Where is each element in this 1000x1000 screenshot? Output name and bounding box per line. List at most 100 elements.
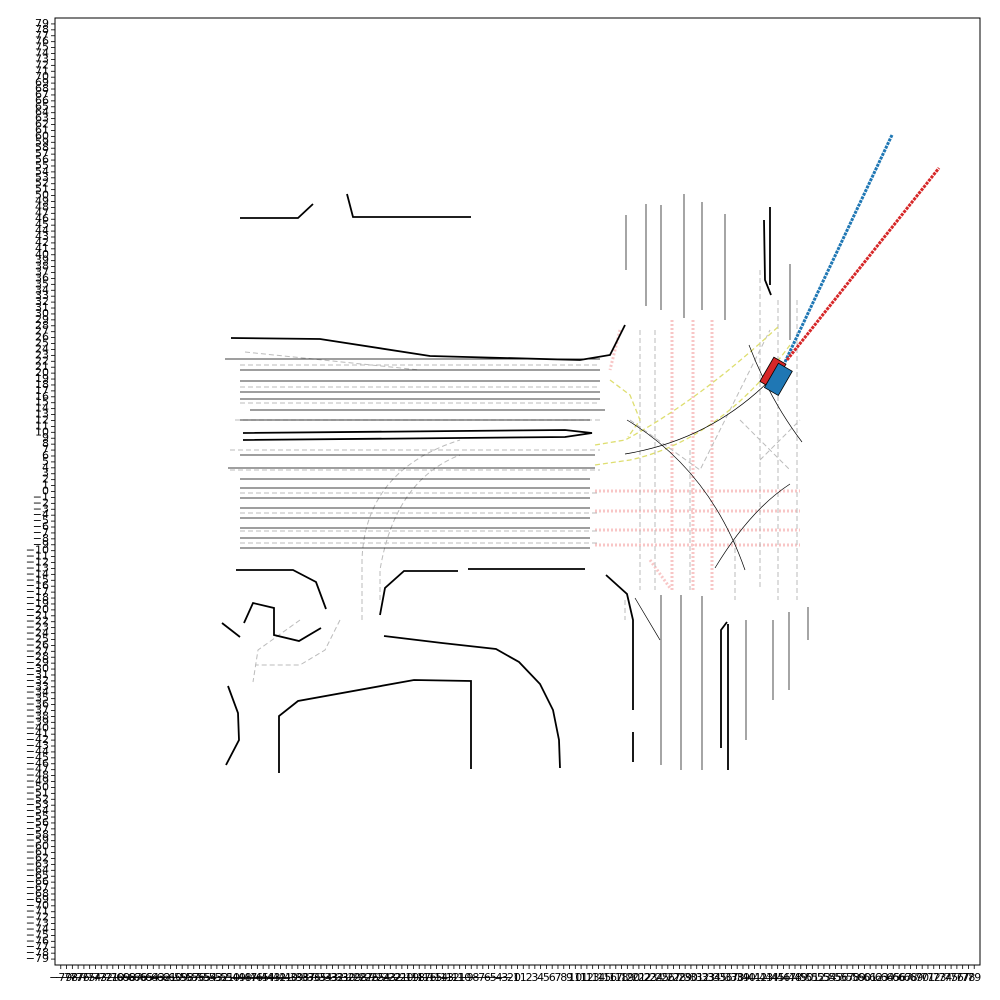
x-tick-label: 36 (719, 971, 733, 984)
x-tick-label: 43 (759, 971, 773, 984)
y-tick-label: −76 (26, 934, 49, 947)
x-tick-label: 79 (967, 971, 981, 984)
x-tick-label: −4 (486, 971, 502, 984)
y-tick-label: −52 (26, 792, 49, 805)
y-tick-label: −41 (26, 727, 49, 740)
y-tick-label: −25 (26, 632, 49, 645)
y-tick-label: 28 (35, 319, 49, 332)
x-tick-label: 44 (765, 971, 779, 984)
y-tick-label: 39 (35, 254, 49, 267)
y-tick-label: −67 (26, 881, 49, 894)
y-tick-label: 32 (35, 295, 49, 308)
x-tick-label: 47 (782, 971, 796, 984)
y-tick-label: 63 (35, 112, 49, 125)
x-tick-label: −47 (234, 971, 257, 984)
y-tick-label: 53 (35, 171, 49, 184)
x-tick-label: −77 (61, 971, 84, 984)
y-tick-label: −65 (26, 869, 49, 882)
x-tick-label: −53 (199, 971, 222, 984)
x-tick-label: 56 (834, 971, 848, 984)
y-tick-label: −31 (26, 668, 49, 681)
x-tick-label: 65 (886, 971, 900, 984)
y-tick-label: −1 (33, 490, 49, 503)
y-tick-label: −23 (26, 621, 49, 634)
x-tick-label: 14 (591, 971, 605, 984)
y-tick-label: 5 (42, 455, 49, 468)
y-tick-label: −69 (26, 893, 49, 906)
x-tick-label: −75 (72, 971, 95, 984)
x-tick-label: 9 (566, 971, 573, 984)
x-tick-label: 66 (892, 971, 906, 984)
x-tick-label: 16 (603, 971, 617, 984)
y-tick-label: −15 (26, 573, 49, 586)
x-tick-label: 40 (742, 971, 756, 984)
y-tick-label: 19 (35, 372, 49, 385)
y-tick-label: −36 (26, 698, 49, 711)
x-tick-label: −45 (246, 971, 269, 984)
x-tick-label: 21 (632, 971, 646, 984)
x-tick-label: 23 (643, 971, 657, 984)
y-tick-label: −63 (26, 857, 49, 870)
x-tick-label: 74 (938, 971, 952, 984)
x-tick-label: 2 (526, 971, 533, 984)
x-tick-label: −55 (188, 971, 211, 984)
y-tick-label: −37 (26, 703, 49, 716)
y-tick-label: −64 (26, 863, 49, 876)
y-tick-label: −61 (26, 846, 49, 859)
y-tick-label: 6 (42, 449, 49, 462)
x-tick-label: −73 (84, 971, 107, 984)
x-tick-label: 75 (944, 971, 958, 984)
y-tick-label: −60 (26, 840, 49, 853)
y-tick-label: 69 (35, 76, 49, 89)
x-tick-label: −43 (257, 971, 280, 984)
x-tick-label: 59 (852, 971, 866, 984)
x-tick-label: 11 (574, 971, 588, 984)
y-tick-label: −39 (26, 715, 49, 728)
x-tick-label: −59 (165, 971, 188, 984)
y-tick-label: 60 (35, 129, 49, 142)
y-tick-label: −51 (26, 786, 49, 799)
y-tick-label: 40 (35, 248, 49, 261)
y-tick-label: −2 (33, 496, 49, 509)
x-tick-label: −22 (379, 971, 402, 984)
x-tick-label: 25 (655, 971, 669, 984)
x-tick-label: −39 (280, 971, 303, 984)
y-tick-label: 61 (35, 123, 49, 136)
y-tick-label: −19 (26, 597, 49, 610)
x-tick-label: 13 (586, 971, 600, 984)
y-tick-label: −43 (26, 739, 49, 752)
x-tick-label: 71 (921, 971, 935, 984)
x-tick-label: 20 (626, 971, 640, 984)
x-tick-label: 72 (927, 971, 941, 984)
y-tick-label: 73 (35, 52, 49, 65)
y-tick-label: −21 (26, 609, 49, 622)
y-tick-label: −77 (26, 940, 49, 953)
x-tick-label: −56 (182, 971, 205, 984)
x-tick-label: 50 (800, 971, 814, 984)
y-tick-label: 45 (35, 218, 49, 231)
y-tick-label: −42 (26, 733, 49, 746)
y-tick-label: 74 (35, 47, 49, 60)
y-tick-label: −27 (26, 644, 49, 657)
y-tick-label: 66 (35, 94, 49, 107)
x-tick-label: −28 (344, 971, 367, 984)
x-tick-label: −50 (217, 971, 240, 984)
x-tick-label: 4 (537, 971, 544, 984)
y-tick-label: −32 (26, 674, 49, 687)
y-tick-label: 8 (42, 437, 49, 450)
y-tick-label: 13 (35, 408, 49, 421)
x-tick-label: 39 (736, 971, 750, 984)
y-tick-label: 65 (35, 100, 49, 113)
x-tick-label: −79 (49, 971, 72, 984)
y-tick-label: −18 (26, 591, 49, 604)
x-tick-label: −11 (442, 971, 465, 984)
x-tick-label: 51 (805, 971, 819, 984)
y-tick-label: 56 (35, 153, 49, 166)
y-tick-label: 24 (35, 342, 49, 355)
y-tick-label: −6 (33, 520, 49, 533)
y-tick-label: −35 (26, 692, 49, 705)
y-tick-label: 12 (35, 413, 49, 426)
y-tick-label: 31 (35, 301, 49, 314)
y-tick-label: −33 (26, 680, 49, 693)
